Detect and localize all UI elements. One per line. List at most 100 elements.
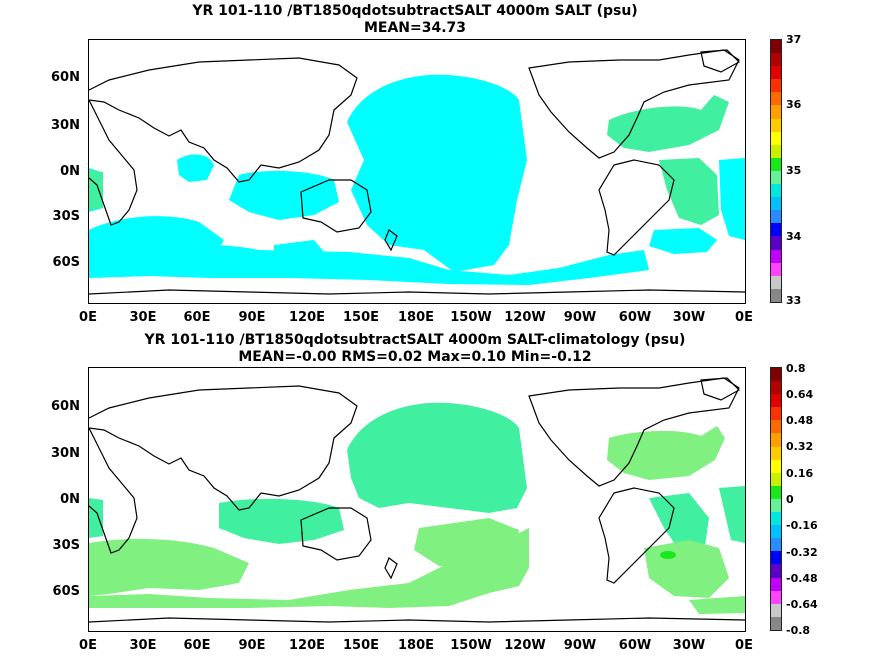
colorbar-swatch bbox=[771, 66, 781, 80]
anomaly-field-mint bbox=[89, 402, 745, 553]
panel2-colorbar-label: -0.32 bbox=[786, 546, 818, 559]
panel1-lat-label-60N: 60N bbox=[51, 70, 80, 85]
colorbar-swatch bbox=[771, 249, 781, 263]
colorbar-swatch bbox=[771, 616, 781, 630]
lon-label: 60E bbox=[183, 310, 211, 325]
lon-label: 30W bbox=[672, 310, 706, 325]
anomaly-field-green bbox=[660, 551, 676, 559]
panel2-colorbar bbox=[770, 367, 782, 631]
colorbar-swatch bbox=[771, 577, 781, 591]
colorbar-swatch bbox=[771, 472, 781, 486]
colorbar-swatch bbox=[771, 157, 781, 171]
panel1-colorbar-label: 37 bbox=[786, 33, 802, 46]
coastlines bbox=[89, 49, 745, 295]
colorbar-swatch bbox=[771, 394, 781, 408]
colorbar-swatch bbox=[771, 433, 781, 447]
panel2-map bbox=[88, 367, 746, 632]
panel2-lat-label-0N: 0N bbox=[60, 492, 80, 507]
panel1-colorbar-label: 34 bbox=[786, 230, 802, 243]
panel1-map-svg bbox=[89, 49, 745, 295]
colorbar-swatch bbox=[771, 210, 781, 224]
lon-label: 90W bbox=[563, 638, 597, 653]
lon-label: 150E bbox=[342, 310, 380, 325]
colorbar-swatch bbox=[771, 551, 781, 565]
panel2-colorbar-label: 0 bbox=[786, 493, 794, 506]
colorbar-swatch bbox=[771, 170, 781, 185]
colorbar-swatch bbox=[771, 446, 781, 460]
colorbar-swatch bbox=[771, 603, 781, 617]
lon-label: 180E bbox=[397, 638, 435, 653]
panel1-title-line2: MEAN=34.73 bbox=[363, 20, 467, 36]
colorbar-swatch bbox=[771, 564, 781, 578]
coastlines bbox=[89, 377, 745, 623]
lon-label: 0E bbox=[79, 310, 97, 325]
lon-label: 0E bbox=[735, 638, 753, 653]
panel2-colorbar-label: -0.16 bbox=[786, 519, 818, 532]
panel2-colorbar-label: 0.64 bbox=[786, 388, 814, 401]
panel2-colorbar-label: 0.48 bbox=[786, 414, 814, 427]
panel2-colorbar-label: -0.64 bbox=[786, 598, 818, 611]
lon-label: 0E bbox=[79, 638, 97, 653]
colorbar-swatch bbox=[771, 288, 781, 302]
colorbar-swatch bbox=[771, 275, 781, 289]
colorbar-swatch bbox=[771, 131, 781, 145]
colorbar-swatch bbox=[771, 223, 781, 237]
panel2-colorbar-label: -0.48 bbox=[786, 572, 818, 585]
lon-label: 60W bbox=[618, 638, 652, 653]
panel2-lat-label-60S: 60S bbox=[52, 584, 80, 599]
panel2-colorbar-label: 0.16 bbox=[786, 467, 814, 480]
colorbar-swatch bbox=[771, 459, 781, 473]
salinity-field bbox=[89, 74, 745, 285]
lon-label: 120E bbox=[288, 638, 326, 653]
lon-label: 60E bbox=[183, 638, 211, 653]
panel2-colorbar-label: 0.32 bbox=[786, 440, 814, 453]
lon-label: 90E bbox=[238, 638, 266, 653]
colorbar-swatch bbox=[771, 118, 781, 132]
colorbar-swatch bbox=[771, 590, 781, 604]
panel1-lat-label-60S: 60S bbox=[52, 255, 80, 270]
lon-label: 120W bbox=[504, 638, 546, 653]
colorbar-swatch bbox=[771, 262, 781, 276]
panel2-colorbar-label: 0.8 bbox=[786, 362, 806, 375]
colorbar-swatch bbox=[771, 236, 781, 250]
lon-label: 30W bbox=[672, 638, 706, 653]
colorbar-swatch bbox=[771, 79, 781, 93]
colorbar-swatch bbox=[771, 407, 781, 421]
colorbar-swatch bbox=[771, 184, 781, 198]
colorbar-swatch bbox=[771, 381, 781, 395]
panel2-title-line2: MEAN=-0.00 RMS=0.02 Max=0.10 Min=-0.12 bbox=[238, 349, 592, 365]
lon-label: 120E bbox=[288, 310, 326, 325]
lon-label: 150E bbox=[342, 638, 380, 653]
panel1-colorbar-label: 35 bbox=[786, 164, 802, 177]
lon-label: 150W bbox=[450, 310, 492, 325]
lon-label: 150W bbox=[450, 638, 492, 653]
panel2-map-svg bbox=[89, 377, 745, 623]
panel1-colorbar-label: 36 bbox=[786, 98, 802, 111]
colorbar-swatch bbox=[771, 498, 781, 513]
lon-label: 30E bbox=[129, 310, 157, 325]
colorbar-swatch bbox=[771, 485, 781, 499]
panel2-lat-label-30S: 30S bbox=[52, 538, 80, 553]
lon-label: 60W bbox=[618, 310, 652, 325]
lon-label: 90E bbox=[238, 310, 266, 325]
lon-label: 120W bbox=[504, 310, 546, 325]
panel1-title-line1: YR 101-110 /BT1850qdotsubtractSALT 4000m… bbox=[192, 3, 638, 19]
panel2-title-line1: YR 101-110 /BT1850qdotsubtractSALT 4000m… bbox=[144, 332, 686, 348]
colorbar-swatch bbox=[771, 368, 781, 382]
colorbar-swatch bbox=[771, 197, 781, 211]
panel1-colorbar-label: 33 bbox=[786, 294, 802, 307]
colorbar-swatch bbox=[771, 40, 781, 54]
colorbar-swatch bbox=[771, 92, 781, 106]
panel2-lat-label-60N: 60N bbox=[51, 399, 80, 414]
panel1-lat-label-30S: 30S bbox=[52, 209, 80, 224]
lon-label: 180E bbox=[397, 310, 435, 325]
colorbar-swatch bbox=[771, 144, 781, 158]
colorbar-swatch bbox=[771, 53, 781, 67]
panel2-lat-label-30N: 30N bbox=[51, 446, 80, 461]
panel1-map bbox=[88, 39, 746, 304]
salinity-field-green bbox=[89, 95, 729, 225]
lon-label: 30E bbox=[129, 638, 157, 653]
colorbar-swatch bbox=[771, 525, 781, 539]
colorbar-swatch bbox=[771, 105, 781, 119]
panel2-colorbar-label: -0.8 bbox=[786, 624, 811, 637]
